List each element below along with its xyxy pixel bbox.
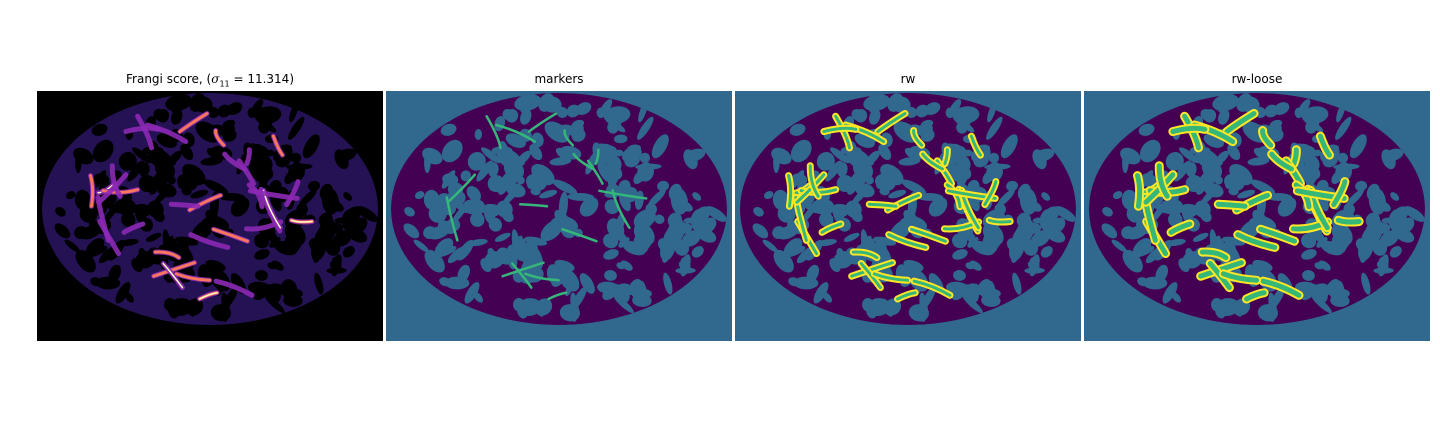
frangi-image (37, 91, 383, 341)
rw-loose-segmentation-image (1084, 91, 1430, 341)
rw-loose-image (1084, 91, 1430, 341)
frangi-score-image (37, 91, 383, 341)
panel-rw: rw (735, 0, 1081, 432)
panel-frangi: Frangi score, (σ11 = 11.314) (37, 0, 383, 432)
panel-title-markers: markers (534, 72, 584, 86)
panel-title-rw: rw (900, 72, 916, 86)
panel-markers: markers (386, 0, 732, 432)
panel-title-rw-loose: rw-loose (1231, 72, 1283, 86)
markers-segmentation-image (386, 91, 732, 341)
rw-segmentation-image (735, 91, 1081, 341)
rw-image (735, 91, 1081, 341)
panel-title-frangi: Frangi score, (σ11 = 11.314) (126, 72, 294, 89)
panel-rw-loose: rw-loose (1084, 0, 1430, 432)
markers-image (386, 91, 732, 341)
